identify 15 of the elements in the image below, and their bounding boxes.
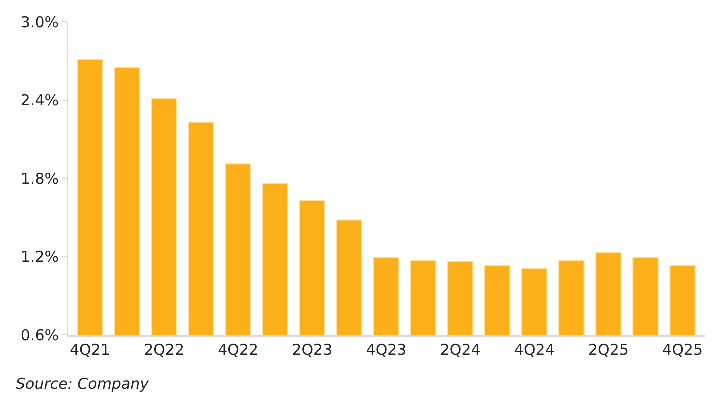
x-tick-label: 4Q21 xyxy=(70,341,110,359)
y-tick-label: 3.0% xyxy=(20,13,59,32)
x-tick-label: 4Q25 xyxy=(662,341,703,359)
y-tick-label: 2.4% xyxy=(20,92,59,110)
x-tick-label: 2Q22 xyxy=(144,341,185,359)
x-tick-label: 4Q23 xyxy=(366,341,407,359)
source-note: Source: Company xyxy=(16,375,150,393)
x-tick-label: 2Q23 xyxy=(292,341,333,359)
x-tick-label: 4Q22 xyxy=(218,341,259,359)
x-tick-label: 2Q25 xyxy=(588,341,629,359)
y-tick-label: 0.6% xyxy=(20,326,59,344)
x-tick-label: 2Q24 xyxy=(440,341,481,359)
y-tick-label: 1.2% xyxy=(20,248,59,266)
x-tick-label: 4Q24 xyxy=(514,341,555,359)
y-tick-label: 1.8% xyxy=(20,170,59,188)
